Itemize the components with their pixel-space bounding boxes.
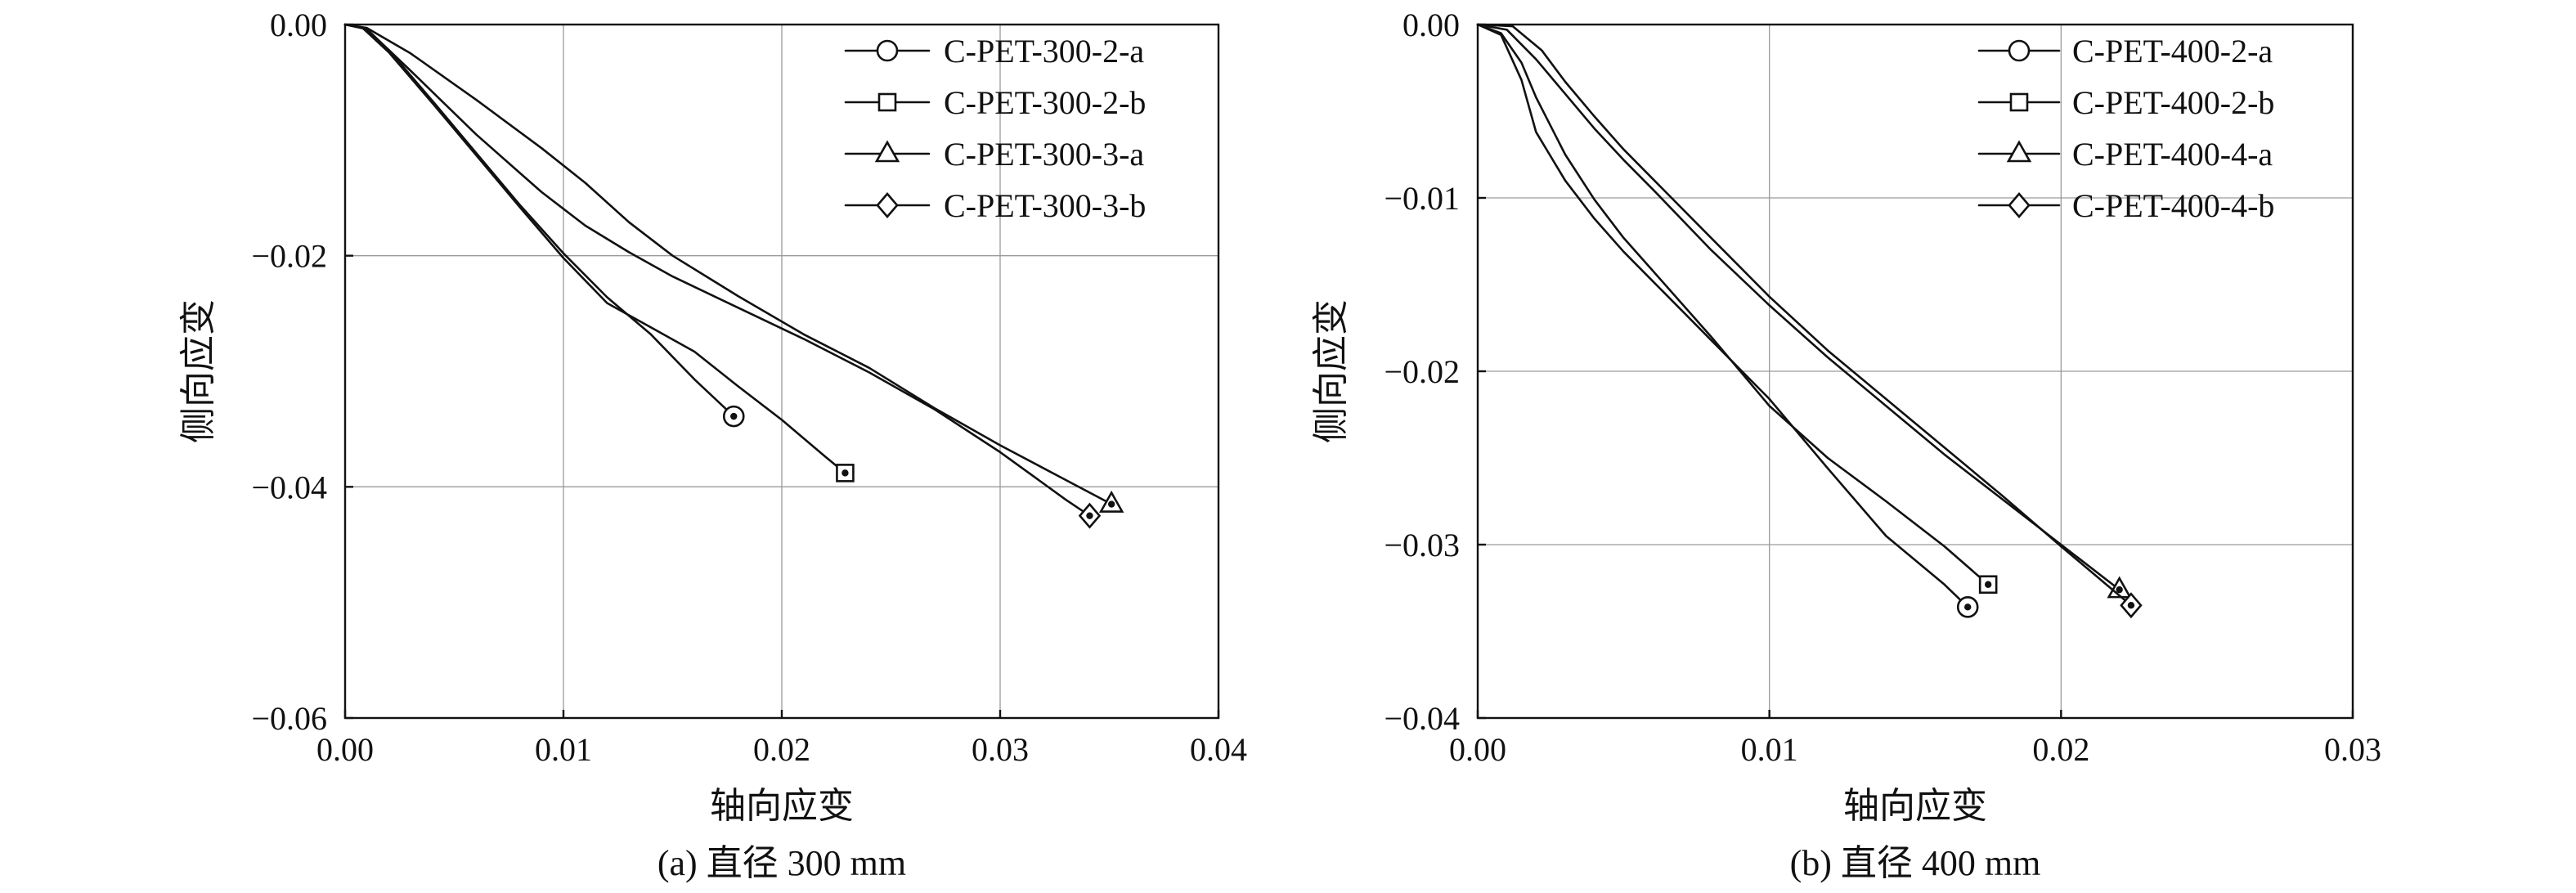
chart-a-diameter-300: 0.00 0.01 0.02 0.03 0.04 0.00 −0.02 −0.04 −0.06 轴… (178, 7, 1247, 883)
chart-a-legend-label: C-PET-300-3-b (944, 187, 1146, 224)
chart-b-y-axis-title: 侧向应变 (1311, 299, 1351, 443)
chart-a-legend-triangle-marker (874, 140, 900, 163)
chart-a-legend-label: C-PET-300-2-b (944, 84, 1146, 121)
chart-b-y-tick-label: −0.02 (1384, 353, 1460, 390)
chart-a-series-line-C-PET-300-3-a (343, 23, 1113, 505)
chart-a-y-tick-label: −0.04 (251, 469, 327, 505)
chart-b-series-line-C-PET-400-4-b (1476, 23, 2133, 607)
chart-a-y-tick-label: −0.02 (251, 238, 327, 275)
chart-a-series-end-marker-C-PET-300-2-b (836, 464, 855, 482)
chart-a-x-tick-label: 0.01 (535, 731, 592, 768)
chart-a-x-tick-label: 0.03 (972, 731, 1029, 768)
chart-a-y-tick-label: −0.06 (251, 700, 327, 737)
chart-b-series-end-marker-C-PET-400-4-b (2120, 592, 2143, 619)
chart-b-y-tick-label: 0.00 (1402, 7, 1460, 43)
chart-a-x-tick-label: 0.00 (316, 731, 374, 768)
chart-b-legend-square-marker (2009, 92, 2029, 112)
chart-a-legend-label: C-PET-300-2-a (944, 33, 1144, 70)
chart-b-legend-label: C-PET-400-2-a (2072, 33, 2273, 70)
chart-a-legend: C-PET-300-2-a C-PET-300-2-b C-PET-300-3-a C… (844, 33, 1146, 224)
chart-b-x-tick-label: 0.01 (1741, 731, 1798, 768)
chart-b-legend-label: C-PET-400-4-a (2072, 136, 2273, 173)
chart-a-legend-label: C-PET-300-3-a (944, 136, 1144, 173)
chart-b-x-tick-label: 0.03 (2324, 731, 2381, 768)
chart-b-legend: C-PET-400-2-a C-PET-400-2-b C-PET-400-4-a C… (1977, 33, 2274, 224)
chart-b-series-line-C-PET-400-4-a (1476, 23, 2120, 591)
chart-a-legend-diamond-marker (876, 192, 899, 218)
chart-b-legend-circle-marker (2008, 39, 2031, 62)
chart-b-y-tick-label: −0.04 (1384, 700, 1460, 737)
chart-b-legend-label: C-PET-400-4-b (2072, 187, 2274, 224)
chart-b-x-tick-label: 0.02 (2032, 731, 2089, 768)
chart-a-series-end-marker-C-PET-300-2-a (722, 405, 745, 428)
chart-b-series-end-marker-C-PET-400-2-b (1978, 575, 1998, 595)
chart-b-legend-label: C-PET-400-2-b (2072, 84, 2274, 121)
chart-a-legend-circle-marker (876, 39, 899, 62)
chart-a-series-line-C-PET-300-2-a (343, 23, 735, 418)
chart-a-x-tick-label: 0.02 (753, 731, 810, 768)
chart-a-x-tick-label: 0.04 (1190, 731, 1247, 768)
chart-b-x-axis-title: 轴向应变 (1843, 786, 1987, 826)
chart-a-series-end-marker-C-PET-300-3-a (1098, 490, 1124, 513)
chart-a-series-end-marker-C-PET-300-3-b (1078, 502, 1102, 529)
chart-b-caption: (b) 直径 400 mm (1790, 843, 2041, 883)
chart-a-legend-square-marker (877, 92, 897, 112)
chart-b-legend-diamond-marker (2008, 192, 2031, 218)
chart-b-series-line-C-PET-400-2-b (1476, 23, 1990, 586)
chart-b-legend-triangle-marker (2006, 140, 2032, 163)
chart-a-series-line-C-PET-300-3-b (343, 23, 1091, 518)
chart-a-y-tick-label: 0.00 (270, 7, 327, 43)
chart-a-x-axis-title: 轴向应变 (710, 786, 854, 826)
chart-a-series-line-C-PET-300-2-b (343, 23, 846, 474)
chart-b-series-end-marker-C-PET-400-2-a (1956, 596, 1979, 618)
chart-a-caption: (a) 直径 300 mm (657, 843, 906, 883)
chart-b-series-line-C-PET-400-2-a (1476, 23, 1969, 608)
chart-b-y-tick-label: −0.03 (1384, 527, 1460, 563)
chart-b-x-tick-label: 0.00 (1449, 731, 1506, 768)
chart-a-y-axis-title: 侧向应变 (178, 299, 218, 443)
chart-b-diameter-400: 0.00 0.01 0.02 0.03 0.00 −0.01 −0.02 −0.03 −0.04… (1311, 7, 2381, 883)
chart-b-y-tick-label: −0.01 (1384, 180, 1460, 217)
